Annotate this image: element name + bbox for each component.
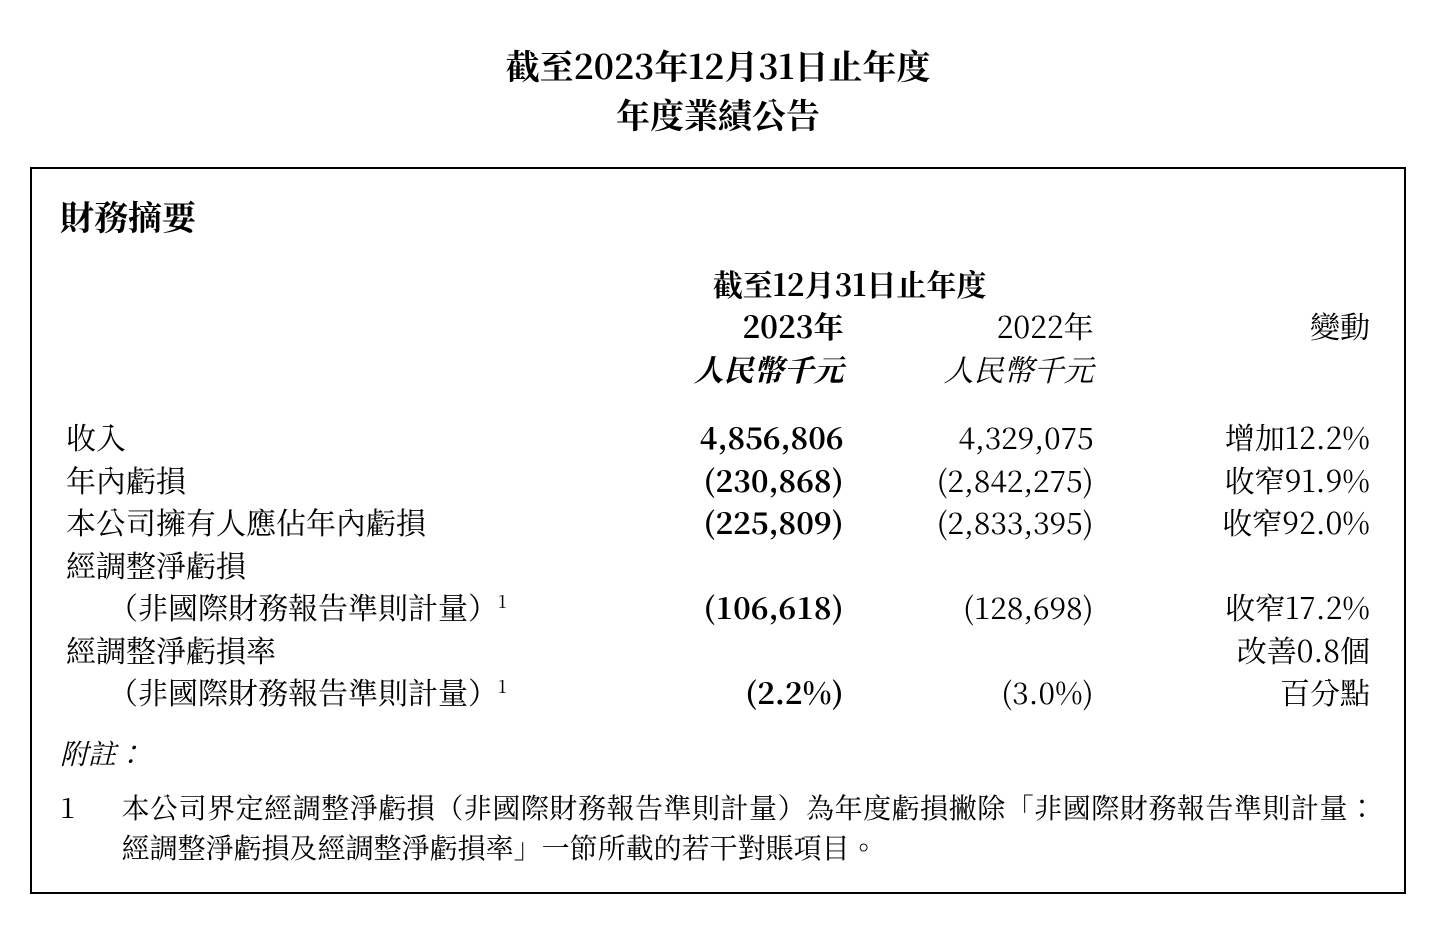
header-unit-2022: 人民幣千元 bbox=[850, 347, 1100, 390]
notes-heading: 附註： bbox=[60, 733, 1376, 773]
cell-loss-owners-2022: (2,833,395) bbox=[850, 500, 1100, 543]
financial-summary-box: 財務摘要 截至12月31日止年度 2023年 2022年 變動 人民幣千元 人民… bbox=[30, 167, 1406, 894]
financial-summary-table: 截至12月31日止年度 2023年 2022年 變動 人民幣千元 人民幣千元 收… bbox=[60, 262, 1376, 713]
footnote-mark-icon: 1 bbox=[498, 673, 506, 699]
table-row: （非國際財務報告準則計量）1 (106,618) (128,698) 收窄17.… bbox=[60, 585, 1376, 628]
table-header-unit-row: 人民幣千元 人民幣千元 bbox=[60, 347, 1376, 390]
header-period-span: 截至12月31日止年度 bbox=[600, 262, 1100, 305]
row-label-revenue: 收入 bbox=[60, 415, 600, 458]
header-change-label: 變動 bbox=[1100, 304, 1376, 347]
table-row: 收入 4,856,806 4,329,075 增加12.2% bbox=[60, 415, 1376, 458]
cell-adj-net-loss-rate-2023: (2.2%) bbox=[600, 670, 850, 713]
row-label-loss-year: 年內虧損 bbox=[60, 458, 600, 501]
cell-loss-year-change: 收窄91.9% bbox=[1100, 458, 1376, 501]
table-row: 經調整淨虧損率 改善0.8個 bbox=[60, 628, 1376, 671]
note-item: 1 本公司界定經調整淨虧損（非國際財務報告準則計量）為年度虧損撇除「非國際財務報… bbox=[60, 787, 1376, 868]
note-text: 本公司界定經調整淨虧損（非國際財務報告準則計量）為年度虧損撇除「非國際財務報告準… bbox=[122, 787, 1376, 868]
table-header-span-row: 截至12月31日止年度 bbox=[60, 262, 1376, 305]
table-header-year-row: 2023年 2022年 變動 bbox=[60, 304, 1376, 347]
cell-revenue-2022: 4,329,075 bbox=[850, 415, 1100, 458]
summary-heading: 財務摘要 bbox=[60, 191, 1376, 240]
cell-adj-net-loss-2023: (106,618) bbox=[600, 585, 850, 628]
cell-adj-net-loss-rate-change-line2: 百分點 bbox=[1100, 670, 1376, 713]
cell-loss-owners-2023: (225,809) bbox=[600, 500, 850, 543]
spacer-row bbox=[60, 389, 1376, 415]
table-row: 本公司擁有人應佔年內虧損 (225,809) (2,833,395) 收窄92.… bbox=[60, 500, 1376, 543]
row-label-loss-owners: 本公司擁有人應佔年內虧損 bbox=[60, 500, 600, 543]
adj-net-loss-rate-label2-text: （非國際財務報告準則計量） bbox=[108, 669, 498, 713]
row-label-adj-net-loss-line1: 經調整淨虧損 bbox=[60, 543, 600, 586]
cell-loss-year-2023: (230,868) bbox=[600, 458, 850, 501]
cell-adj-net-loss-rate-2022: (3.0%) bbox=[850, 670, 1100, 713]
header-unit-2023: 人民幣千元 bbox=[600, 347, 850, 390]
title-line-2: 年度業績公告 bbox=[30, 89, 1406, 138]
title-block: 截至2023年12月31日止年度 年度業績公告 bbox=[30, 40, 1406, 139]
adj-net-loss-label2-text: （非國際財務報告準則計量） bbox=[108, 584, 498, 628]
cell-revenue-2023: 4,856,806 bbox=[600, 415, 850, 458]
row-label-adj-net-loss-rate-line2: （非國際財務報告準則計量）1 bbox=[60, 670, 600, 713]
table-row: 經調整淨虧損 bbox=[60, 543, 1376, 586]
note-number: 1 bbox=[60, 787, 122, 868]
cell-adj-net-loss-rate-change-line1: 改善0.8個 bbox=[1100, 628, 1376, 671]
header-year-2023: 2023年 bbox=[600, 304, 850, 347]
title-line-1: 截至2023年12月31日止年度 bbox=[30, 40, 1406, 89]
cell-loss-year-2022: (2,842,275) bbox=[850, 458, 1100, 501]
header-year-2022: 2022年 bbox=[850, 304, 1100, 347]
cell-revenue-change: 增加12.2% bbox=[1100, 415, 1376, 458]
cell-adj-net-loss-2022: (128,698) bbox=[850, 585, 1100, 628]
cell-adj-net-loss-change: 收窄17.2% bbox=[1100, 585, 1376, 628]
row-label-adj-net-loss-line2: （非國際財務報告準則計量）1 bbox=[60, 585, 600, 628]
table-row: （非國際財務報告準則計量）1 (2.2%) (3.0%) 百分點 bbox=[60, 670, 1376, 713]
table-row: 年內虧損 (230,868) (2,842,275) 收窄91.9% bbox=[60, 458, 1376, 501]
footnote-mark-icon: 1 bbox=[498, 588, 506, 614]
cell-loss-owners-change: 收窄92.0% bbox=[1100, 500, 1376, 543]
row-label-adj-net-loss-rate-line1: 經調整淨虧損率 bbox=[60, 628, 600, 671]
